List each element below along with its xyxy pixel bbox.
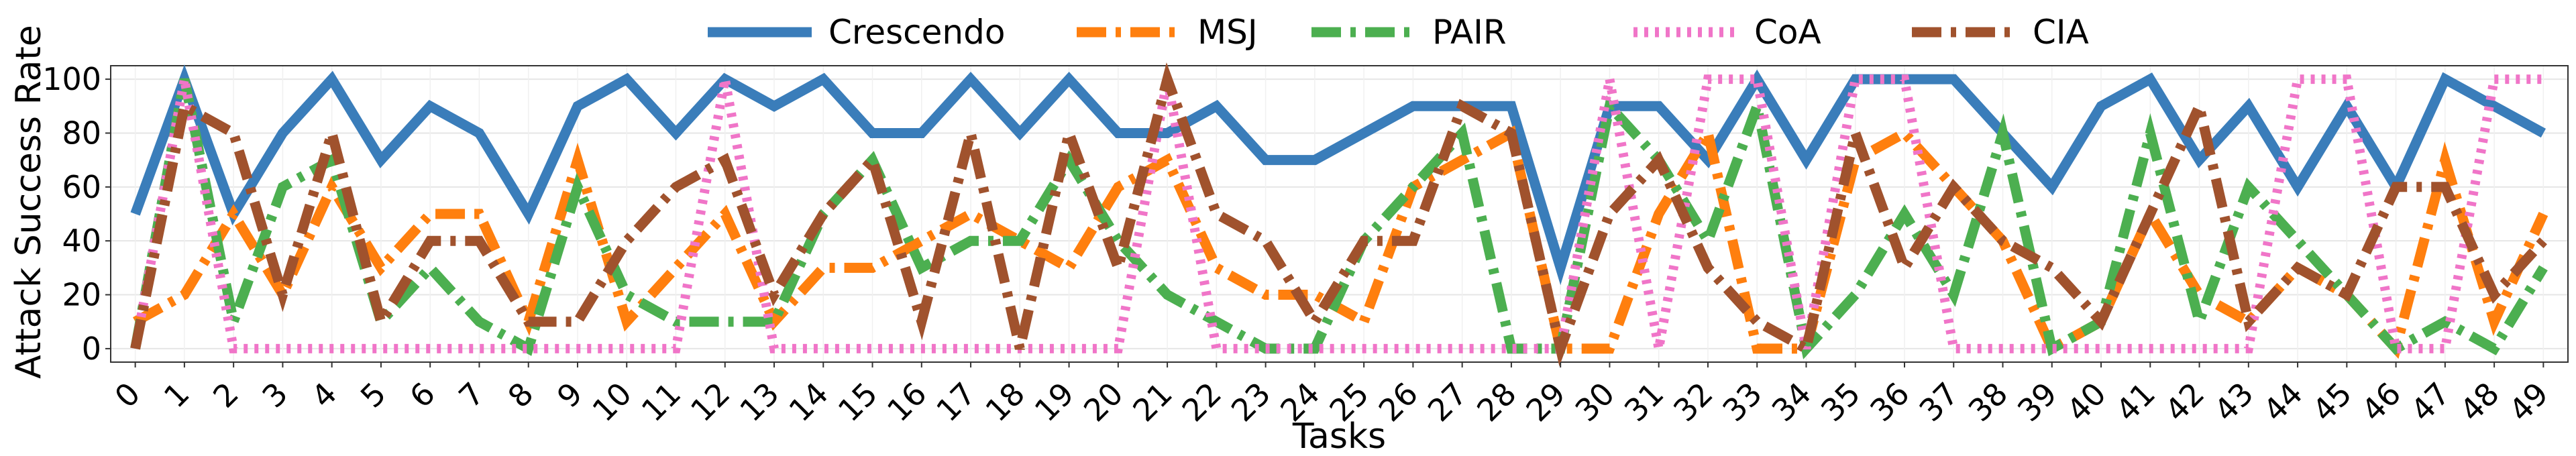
legend-label-msj: MSJ — [1197, 13, 1258, 52]
x-tick-label: 16 — [880, 376, 934, 429]
x-tick-label: 17 — [929, 376, 983, 429]
x-tick-label: 32 — [1666, 376, 1720, 429]
y-tick-label: 100 — [42, 61, 101, 97]
x-tick-label: 30 — [1568, 376, 1622, 429]
x-tick-label: 39 — [2010, 376, 2064, 429]
x-tick-label: 33 — [1715, 376, 1769, 429]
x-tick-label: 2 — [206, 376, 246, 415]
legend: Crescendo MSJ PAIR CoA CIA — [708, 13, 2089, 52]
x-tick-label: 3 — [255, 376, 294, 415]
x-tick-label: 34 — [1765, 376, 1819, 429]
x-tick-label: 18 — [979, 376, 1032, 429]
x-tick-label: 31 — [1617, 376, 1671, 429]
x-tick-label: 35 — [1814, 376, 1868, 429]
x-tick-label: 8 — [501, 376, 541, 415]
x-tick-label: 4 — [305, 376, 344, 415]
x-axis-label: Tasks — [1292, 416, 1386, 456]
x-tick-label: 23 — [1224, 376, 1278, 429]
x-tick-label: 9 — [550, 376, 590, 415]
y-axis-label: Attack Success Rate — [9, 25, 49, 379]
legend-label-pair: PAIR — [1432, 13, 1507, 52]
y-tick-label: 20 — [62, 277, 101, 313]
legend-label-coa: CoA — [1754, 13, 1821, 52]
x-tick-label: 11 — [635, 376, 688, 429]
x-tick-label: 1 — [157, 376, 197, 415]
legend-label-cia: CIA — [2033, 13, 2089, 52]
x-tick-label: 28 — [1470, 376, 1523, 429]
x-tick-label: 10 — [585, 376, 639, 429]
y-tick-label: 60 — [62, 169, 101, 205]
y-axis-ticks: 0 20 40 60 80 100 — [42, 61, 111, 367]
x-tick-label: 47 — [2404, 376, 2457, 429]
x-tick-label: 27 — [1421, 376, 1474, 429]
plot-frame — [110, 65, 2569, 363]
x-tick-label: 29 — [1519, 376, 1572, 429]
x-tick-label: 41 — [2108, 376, 2162, 429]
x-tick-label: 14 — [782, 376, 835, 429]
series-line-crescendo — [130, 64, 2546, 286]
x-tick-label: 15 — [831, 376, 885, 429]
legend-label-crescendo: Crescendo — [828, 13, 1005, 52]
series-line-pair — [130, 78, 2548, 359]
x-tick-label: 0 — [108, 376, 148, 415]
x-tick-label: 20 — [1077, 376, 1130, 429]
x-tick-label: 43 — [2207, 376, 2261, 429]
x-tick-label: 19 — [1028, 376, 1081, 429]
x-tick-label: 6 — [402, 376, 442, 415]
x-tick-label: 22 — [1175, 376, 1229, 429]
x-tick-label: 21 — [1126, 376, 1179, 429]
series-line-coa — [130, 74, 2544, 353]
x-tick-label: 12 — [684, 376, 737, 429]
x-tick-label: 49 — [2502, 376, 2556, 429]
x-tick-label: 46 — [2355, 376, 2408, 429]
x-tick-label: 44 — [2256, 376, 2310, 429]
x-tick-label: 5 — [354, 376, 393, 415]
x-tick-label: 38 — [1962, 376, 2015, 429]
x-tick-label: 7 — [451, 376, 491, 415]
x-tick-label: 42 — [2158, 376, 2212, 429]
y-tick-label: 0 — [82, 331, 101, 367]
x-tick-label: 40 — [2059, 376, 2113, 429]
x-tick-label: 37 — [1912, 376, 1966, 429]
series-line-cia — [130, 62, 2547, 367]
x-tick-label: 45 — [2306, 376, 2359, 429]
x-tick-label: 36 — [1863, 376, 1917, 429]
y-tick-label: 40 — [62, 223, 101, 259]
x-tick-label: 48 — [2453, 376, 2506, 429]
y-tick-label: 80 — [62, 115, 101, 151]
series-lines — [130, 62, 2548, 367]
x-tick-label: 13 — [733, 376, 786, 429]
